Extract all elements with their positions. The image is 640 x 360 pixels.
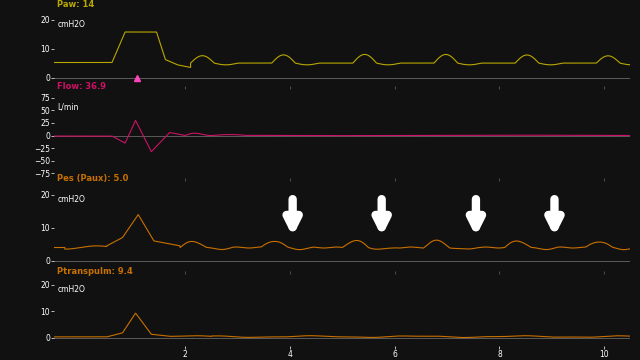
Text: cmH2O: cmH2O <box>58 20 85 29</box>
Text: Flow: 36.9: Flow: 36.9 <box>58 82 106 91</box>
Text: cmH2O: cmH2O <box>58 195 85 204</box>
Text: Paw: 14: Paw: 14 <box>58 0 95 9</box>
Text: Pes (Paux): 5.0: Pes (Paux): 5.0 <box>58 174 129 183</box>
Text: Ptranspulm: 9.4: Ptranspulm: 9.4 <box>58 266 133 275</box>
Text: L/min: L/min <box>58 103 79 112</box>
Text: cmH2O: cmH2O <box>58 285 85 294</box>
